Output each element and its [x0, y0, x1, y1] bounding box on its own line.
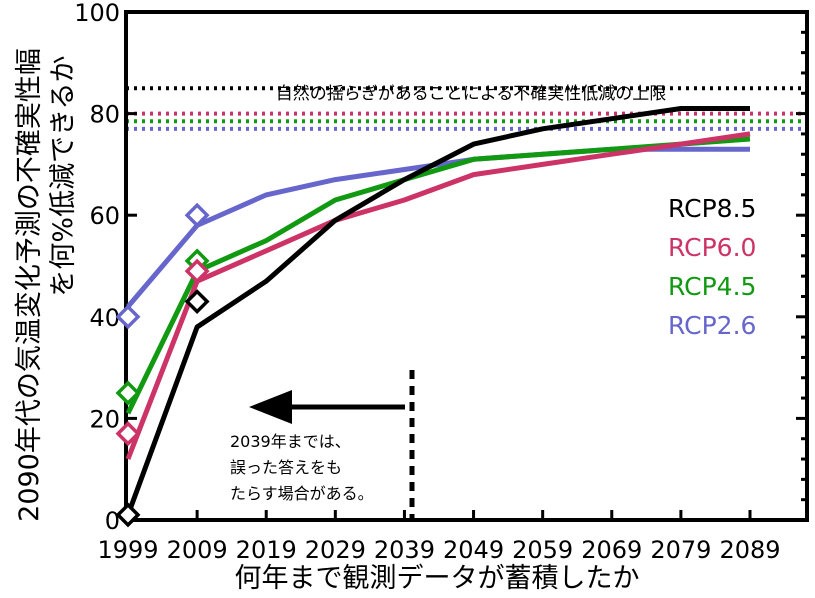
x-tick-label: 2069 [581, 536, 642, 564]
series-line-RCP6.0 [125, 131, 751, 460]
axis-ticks: 0 20 40 60 80 100 1999 2009 2019 2029 2039 2049 2059… [74, 0, 807, 564]
legend-rcp85: RCP8.5 [668, 194, 756, 223]
marker-RCP6.0-2009 [184, 258, 210, 284]
limit-lines [126, 86, 807, 131]
legend-rcp60: RCP6.0 [668, 233, 756, 262]
marker-RCP8.5-2009 [184, 289, 210, 315]
annotation-line-1: 2039年までは、 [230, 432, 351, 451]
y-tick-label: 20 [89, 405, 120, 433]
x-tick-label: 2039 [374, 536, 435, 564]
y-tick-label: 60 [89, 202, 120, 230]
y-tick-label: 80 [89, 101, 120, 129]
y-tick-label: 100 [74, 0, 120, 27]
y-axis-label-line-2: を何%低減できるか [48, 55, 79, 296]
x-tick-label: 2059 [512, 536, 573, 564]
series-line-RCP8.5 [125, 106, 750, 516]
x-tick-label: 2019 [236, 536, 297, 564]
marker-RCP6.0-1999 [115, 421, 141, 447]
marker-RCP2.6-2009 [184, 202, 210, 228]
plot-frame [124, 10, 809, 522]
x-tick-label: 2049 [443, 536, 504, 564]
annotation-line-2: 誤った答えをも [230, 458, 342, 477]
annotation-line-3: たらす場合がある。 [230, 484, 374, 503]
series-line-RCP4.5 [125, 136, 751, 415]
legend-rcp45: RCP4.5 [668, 272, 756, 301]
limit-label: 自然の揺らぎがあることによる不確実性低減の上限 [276, 84, 667, 104]
legend-rcp26: RCP2.6 [668, 311, 756, 340]
x-tick-label: 2009 [167, 536, 228, 564]
marker-RCP8.5-1999 [115, 502, 141, 528]
series-line-RCP2.6 [126, 146, 750, 309]
marker-RCP4.5-1999 [115, 380, 141, 406]
series-lines [115, 106, 751, 528]
marker-RCP2.6-1999 [115, 304, 141, 330]
y-axis-label-line-1: 2090年代の気温変化予測の不確実性幅 [14, 48, 45, 522]
x-tick-label: 2079 [650, 536, 711, 564]
y-tick-label: 40 [89, 304, 120, 332]
x-axis-label: 何年まで観測データが蓄積したか [235, 563, 640, 594]
x-tick-label: 2089 [719, 536, 780, 564]
y-tick-label: 0 [105, 507, 120, 535]
x-tick-label: 2029 [305, 536, 366, 564]
arrow-head [249, 390, 292, 424]
x-tick-label: 1999 [97, 536, 158, 564]
